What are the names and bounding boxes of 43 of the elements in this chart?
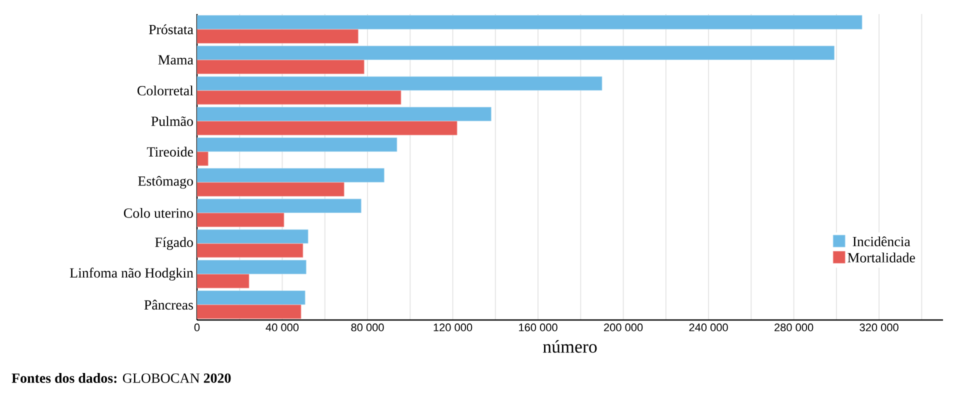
y-tick-label: Mama xyxy=(158,55,194,65)
text: Fontes dos dados: GLOBOCAN 2020 xyxy=(12,373,231,383)
bar xyxy=(197,229,308,244)
bar xyxy=(197,152,208,166)
bar xyxy=(197,212,284,228)
bar xyxy=(197,60,364,74)
bar xyxy=(197,46,835,60)
bar xyxy=(197,106,492,122)
x-tick-label: 240 000 xyxy=(689,324,728,332)
legend-label: Incidência xyxy=(852,236,910,246)
y-tick-label: Linfoma não Hodgkin xyxy=(70,268,194,281)
bar xyxy=(197,29,358,44)
bar xyxy=(197,290,306,305)
y-tick-label: Estômago xyxy=(138,176,193,189)
bar xyxy=(197,90,402,105)
y-tick-label: Pulmão xyxy=(151,116,193,126)
y-tick-label: Tireoide xyxy=(146,146,194,157)
x-axis-title: número xyxy=(543,340,597,353)
x-tick-label: 280 000 xyxy=(774,324,814,332)
x-tick-label: 160 000 xyxy=(519,324,558,332)
x-tick-label: 320 000 xyxy=(860,324,898,332)
y-tick-label: Pâncreas xyxy=(144,300,193,310)
y-tick-label: Fígado xyxy=(155,237,193,250)
bar xyxy=(197,76,602,91)
bar xyxy=(197,198,362,213)
bar xyxy=(197,168,384,182)
y-tick-label: Colorretal xyxy=(138,86,194,96)
bar xyxy=(197,138,398,152)
bar xyxy=(197,260,306,274)
x-tick-label: 80 000 xyxy=(351,324,384,332)
bar xyxy=(197,304,302,319)
legend-label: Mortalidade xyxy=(848,252,915,262)
x-tick-label: 40 000 xyxy=(266,324,299,332)
bar xyxy=(197,15,862,30)
y-tick-label: Colo uterino xyxy=(124,208,193,218)
y-tick-label: Próstata xyxy=(148,24,194,34)
x-tick-label: 120 000 xyxy=(434,324,472,332)
x-tick-label: 0 xyxy=(194,324,200,332)
bar xyxy=(197,182,344,196)
x-tick-label: 200 000 xyxy=(604,324,643,332)
bar xyxy=(197,274,250,288)
bar xyxy=(197,243,304,258)
bar xyxy=(197,121,458,136)
